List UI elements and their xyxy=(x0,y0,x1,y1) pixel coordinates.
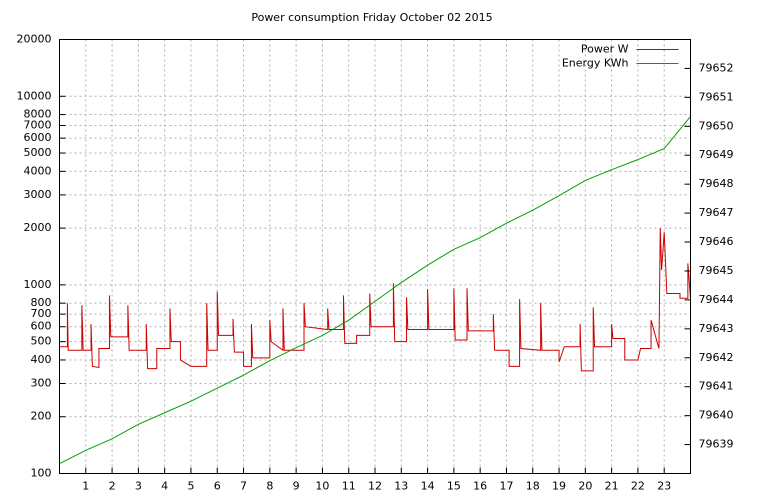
y-tick-label: 6000 xyxy=(24,131,52,144)
y-tick-label: 300 xyxy=(31,377,52,390)
y-tick-label: 10000 xyxy=(17,89,52,102)
y-tick-label: 600 xyxy=(31,320,52,333)
y2-tick-label: 79652 xyxy=(699,61,734,74)
y2-tick-label: 79642 xyxy=(699,351,734,364)
y2-tick-label: 79651 xyxy=(699,90,734,103)
y2-tick-label: 79647 xyxy=(699,206,734,219)
x-tick-label: 18 xyxy=(526,480,540,493)
x-tick-label: 23 xyxy=(657,480,671,493)
y-tick-label: 500 xyxy=(31,335,52,348)
legend-label: Energy KWh xyxy=(562,57,629,70)
series-line xyxy=(59,228,691,372)
series-line xyxy=(59,116,691,465)
y-tick-label: 8000 xyxy=(24,108,52,121)
x-tick-label: 21 xyxy=(605,480,619,493)
y-tick-label: 800 xyxy=(31,296,52,309)
y-tick-label: 1000 xyxy=(24,278,52,291)
x-tick-label: 11 xyxy=(342,480,356,493)
y-tick-label: 700 xyxy=(31,307,52,320)
x-tick-label: 4 xyxy=(161,480,168,493)
y2-tick-label: 79645 xyxy=(699,264,734,277)
y2-tick-label: 79641 xyxy=(699,380,734,393)
x-tick-label: 17 xyxy=(499,480,513,493)
x-tick-label: 13 xyxy=(394,480,408,493)
y-tick-label: 2000 xyxy=(24,221,52,234)
y-tick-label: 7000 xyxy=(24,118,52,131)
y2-tick-label: 79649 xyxy=(699,148,734,161)
chart-title: Power consumption Friday October 02 2015 xyxy=(251,11,492,24)
x-tick-label: 19 xyxy=(552,480,566,493)
y-tick-label: 20000 xyxy=(17,33,52,46)
y2-tick-label: 79643 xyxy=(699,322,734,335)
y2-tick-label: 79648 xyxy=(699,177,734,190)
x-tick-label: 14 xyxy=(421,480,435,493)
x-tick-label: 16 xyxy=(473,480,487,493)
y-tick-label: 5000 xyxy=(24,146,52,159)
y-tick-label: 3000 xyxy=(24,188,52,201)
y2-tick-label: 79639 xyxy=(699,438,734,451)
y2-tick-label: 79640 xyxy=(699,409,734,422)
x-tick-label: 3 xyxy=(135,480,142,493)
x-tick-label: 8 xyxy=(266,480,273,493)
legend-label: Power W xyxy=(581,43,629,56)
x-tick-label: 10 xyxy=(315,480,329,493)
y2-tick-label: 79650 xyxy=(699,119,734,132)
plot xyxy=(59,116,691,465)
y-tick-label: 400 xyxy=(31,353,52,366)
y2-tick-label: 79646 xyxy=(699,235,734,248)
x-tick-label: 2 xyxy=(109,480,116,493)
x-tick-label: 7 xyxy=(240,480,247,493)
x-tick-label: 12 xyxy=(368,480,382,493)
x-tick-label: 6 xyxy=(214,480,221,493)
x-tick-label: 20 xyxy=(578,480,592,493)
y2-tick-label: 79644 xyxy=(699,293,734,306)
x-tick-label: 22 xyxy=(631,480,645,493)
x-tick-label: 15 xyxy=(447,480,461,493)
x-tick-label: 1 xyxy=(82,480,89,493)
y-tick-label: 200 xyxy=(31,410,52,423)
y-tick-label: 100 xyxy=(31,467,52,480)
x-tick-label: 5 xyxy=(187,480,194,493)
y-tick-label: 4000 xyxy=(24,164,52,177)
x-tick-label: 9 xyxy=(293,480,300,493)
